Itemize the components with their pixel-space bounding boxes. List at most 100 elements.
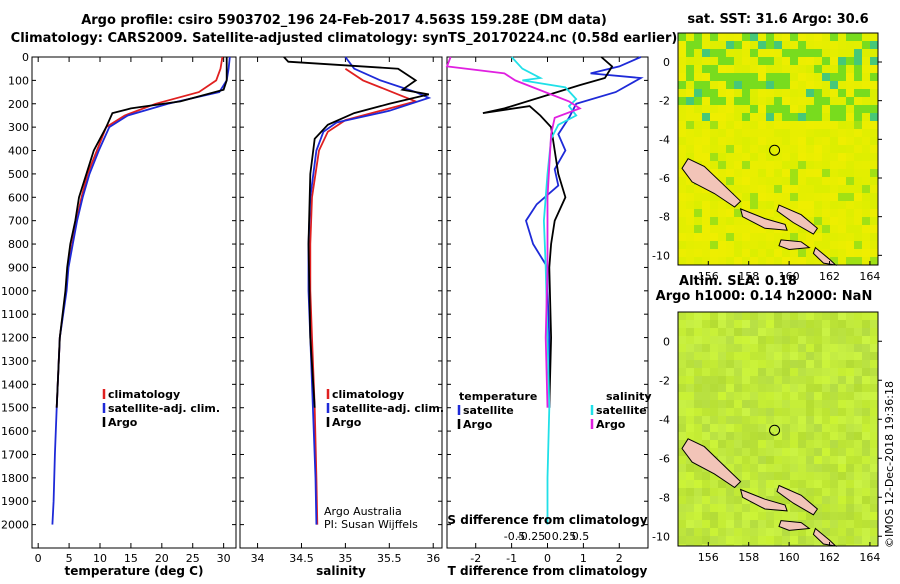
x-tick-label: 34.5 [289, 552, 314, 565]
map-cell [790, 456, 798, 464]
map-cell [806, 424, 814, 432]
map-cell [718, 49, 726, 57]
map-cell [750, 177, 758, 185]
map-cell [790, 33, 798, 41]
map-cell [702, 153, 710, 161]
map-cell [726, 496, 734, 504]
map-cell [766, 177, 774, 185]
map-cell [782, 312, 790, 320]
map-cell [782, 73, 790, 81]
map-cell [686, 416, 694, 424]
map-cell [702, 113, 710, 121]
map-cell [702, 209, 710, 217]
map-cell [870, 153, 878, 161]
map-cell [822, 416, 830, 424]
y-tick-label: 1400 [1, 378, 29, 391]
map-cell [678, 312, 686, 320]
map-cell [822, 193, 830, 201]
map-cell [862, 336, 870, 344]
map-cell [854, 328, 862, 336]
map-cell [806, 440, 814, 448]
map-cell [726, 209, 734, 217]
map-cell [846, 376, 854, 384]
map-cell [870, 384, 878, 392]
map-cell [750, 145, 758, 153]
map-cell [814, 472, 822, 480]
map-cell [686, 121, 694, 129]
map-cell [846, 480, 854, 488]
y-tick-label: 2000 [1, 519, 29, 532]
map-cell [686, 49, 694, 57]
map-cell [686, 113, 694, 121]
map-cell [838, 81, 846, 89]
map-cell [782, 336, 790, 344]
map-cell [862, 376, 870, 384]
map-cell [774, 368, 782, 376]
map-cell [830, 312, 838, 320]
map-cell [718, 241, 726, 249]
map-cell [798, 400, 806, 408]
map-cell [790, 320, 798, 328]
map-cell [758, 376, 766, 384]
x-tick-label-salinity: 0.5 [572, 530, 590, 543]
map-cell [774, 512, 782, 520]
map-cell [718, 432, 726, 440]
map-cell [758, 320, 766, 328]
x-tick-label: 10 [93, 552, 107, 565]
map-cell [830, 520, 838, 528]
map-cell [822, 81, 830, 89]
map-cell [870, 528, 878, 536]
map-cell [854, 121, 862, 129]
map-cell [694, 496, 702, 504]
map-cell [838, 177, 846, 185]
map-cell [710, 161, 718, 169]
map-cell [742, 496, 750, 504]
map-cell [838, 440, 846, 448]
map-cell [790, 368, 798, 376]
map-cell [870, 41, 878, 49]
map-cell [830, 209, 838, 217]
map-cell [838, 121, 846, 129]
map-cell [822, 392, 830, 400]
map-cell [710, 328, 718, 336]
map-cell [838, 432, 846, 440]
map-cell [758, 392, 766, 400]
map-cell [710, 360, 718, 368]
map-cell [710, 352, 718, 360]
map-cell [678, 368, 686, 376]
map-cell [710, 129, 718, 137]
map-cell [766, 528, 774, 536]
map-cell [782, 257, 790, 265]
map-cell [790, 57, 798, 65]
map-cell [806, 49, 814, 57]
map-cell [750, 233, 758, 241]
map-cell [686, 65, 694, 73]
map-cell [862, 209, 870, 217]
map-cell [806, 233, 814, 241]
map-cell [846, 400, 854, 408]
map-cell [814, 416, 822, 424]
map-cell [686, 233, 694, 241]
map-cell [726, 89, 734, 97]
map-cell [766, 57, 774, 65]
map-cell [678, 225, 686, 233]
map-cell [702, 145, 710, 153]
map-cell [790, 384, 798, 392]
map-cell [790, 105, 798, 113]
map-cell [758, 384, 766, 392]
map-cell [766, 129, 774, 137]
map-cell [758, 480, 766, 488]
map-cell [718, 328, 726, 336]
map-cell [846, 352, 854, 360]
map-cell [742, 448, 750, 456]
map-cell [694, 153, 702, 161]
map-cell [734, 312, 742, 320]
map-cell [750, 241, 758, 249]
map-cell [838, 456, 846, 464]
map-cell [702, 480, 710, 488]
map-cell [782, 105, 790, 113]
map-cell [726, 57, 734, 65]
map-cell [862, 456, 870, 464]
map-cell [790, 336, 798, 344]
map-cell [702, 81, 710, 89]
